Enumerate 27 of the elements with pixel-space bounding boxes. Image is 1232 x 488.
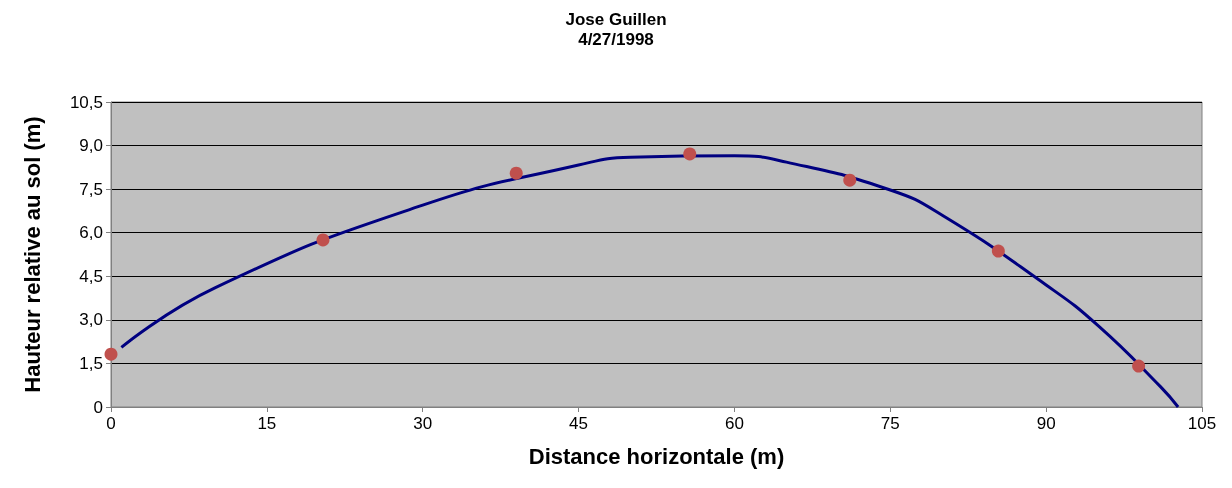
y-axis-title: Hauteur relative au sol (m): [19, 116, 45, 393]
x-tick-label: 0: [106, 414, 116, 433]
point: [991, 244, 1005, 258]
x-tick-label: 15: [257, 414, 277, 433]
y-tick-label: 1,5: [79, 353, 103, 373]
point: [104, 347, 118, 361]
line-series: [119, 154, 1180, 409]
y-tick-label: 0: [93, 397, 103, 417]
y-tick-label: 10,5: [69, 92, 103, 112]
point: [316, 233, 330, 247]
y-tick-label: 4,5: [79, 266, 103, 286]
x-tick-label: 60: [724, 414, 744, 433]
y-tick-label: 9,0: [79, 136, 103, 156]
x-tick-label: 30: [413, 414, 433, 433]
x-axis-title: Distance horizontale (m): [528, 443, 785, 469]
x-tick-label: 45: [569, 414, 589, 433]
point: [1132, 359, 1146, 373]
y-tick-label: 7,5: [79, 179, 103, 199]
point: [509, 166, 523, 180]
y-tick-label: 6,0: [79, 223, 103, 243]
point: [843, 173, 857, 187]
y-tick-label: 3,0: [79, 310, 103, 330]
point: [683, 147, 697, 161]
x-tick-label: 75: [880, 414, 900, 433]
chart-title: Jose Guillen 4/27/1998: [565, 9, 667, 49]
x-tick-label: 105: [1187, 414, 1217, 433]
x-tick-label: 90: [1036, 414, 1056, 433]
